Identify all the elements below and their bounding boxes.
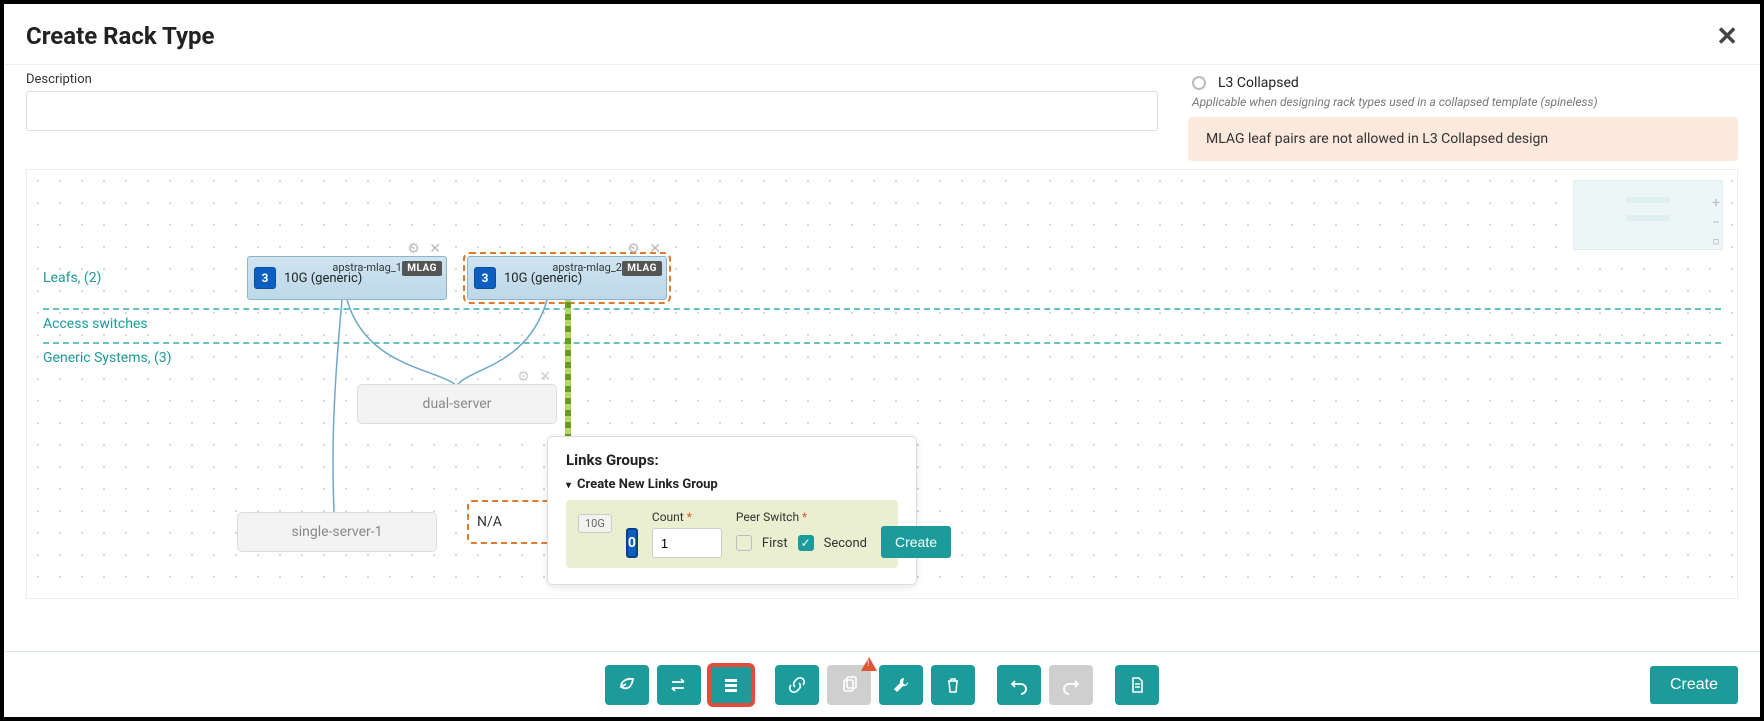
generic-na: N/A — [477, 514, 502, 530]
copy-button — [827, 665, 871, 705]
peer-first-label: First — [762, 536, 788, 551]
leaf-node[interactable]: ⚙ ✕ 3 10G (generic) apstra-mlag_2 MLAG — [467, 256, 667, 300]
design-alert: MLAG leaf pairs are not allowed in L3 Co… — [1188, 117, 1738, 161]
leaf-tool-button[interactable] — [605, 665, 649, 705]
leafs-section-label: Leafs, (2) — [43, 270, 101, 286]
port-count-badge: 3 — [474, 267, 496, 289]
zoom-out-icon[interactable]: − — [1707, 215, 1725, 231]
link-icon-button[interactable] — [775, 665, 819, 705]
port-count-badge: 3 — [254, 267, 276, 289]
create-links-group-toggle[interactable]: Create New Links Group — [566, 477, 898, 492]
generic-system-node[interactable]: ⚙ ✕ dual-server — [357, 384, 557, 424]
zoom-in-icon[interactable]: + — [1707, 195, 1725, 211]
peer-first-checkbox[interactable] — [736, 535, 752, 551]
description-label: Description — [26, 72, 92, 87]
minimap[interactable]: + − ⸋ — [1573, 180, 1723, 250]
popover-title: Links Groups: — [566, 451, 898, 469]
access-section-label: Access switches — [43, 316, 148, 332]
peer-switch-label: Peer Switch — [736, 510, 799, 524]
generic-system-label: dual-server — [423, 396, 492, 412]
undo-button[interactable] — [997, 665, 1041, 705]
peer-second-checkbox[interactable]: ✓ — [798, 535, 814, 551]
warning-icon — [861, 657, 877, 671]
generic-system-node[interactable]: single-server-1 — [237, 512, 437, 552]
link-count-badge: 0 — [626, 528, 638, 558]
links-tool-button[interactable] — [709, 665, 753, 705]
l3-hint: Applicable when designing rack types use… — [1192, 95, 1738, 109]
l3-collapsed-label: L3 Collapsed — [1218, 75, 1299, 91]
count-input[interactable] — [652, 528, 722, 558]
close-icon[interactable]: ✕ — [1716, 22, 1738, 52]
redo-button — [1049, 665, 1093, 705]
generic-section-label: Generic Systems, (3) — [43, 350, 172, 366]
create-button[interactable]: Create — [1650, 666, 1738, 704]
node-actions-icon[interactable]: ⚙ ✕ — [517, 369, 554, 385]
leaf-node[interactable]: ⚙ ✕ 3 10G (generic) apstra-mlag_1 MLAG — [247, 256, 447, 300]
divider — [43, 342, 1721, 344]
bottom-toolbar: Create — [4, 651, 1760, 717]
wrench-button[interactable] — [879, 665, 923, 705]
divider — [43, 308, 1721, 310]
generic-system-label: single-server-1 — [291, 524, 382, 540]
links-group-panel: 10G 0 Count * Peer Switch * First ✓ Seco… — [566, 500, 898, 568]
document-button[interactable] — [1115, 665, 1159, 705]
count-label: Count — [652, 510, 684, 524]
peer-second-label: Second — [824, 536, 867, 551]
l3-collapsed-radio[interactable] — [1192, 76, 1206, 90]
swap-tool-button[interactable] — [657, 665, 701, 705]
speed-tag: 10G — [578, 514, 612, 533]
description-input[interactable] — [26, 91, 1158, 131]
delete-button[interactable] — [931, 665, 975, 705]
topology-canvas[interactable]: Leafs, (2) Access switches Generic Syste… — [26, 169, 1738, 599]
leaf-name: apstra-mlag_2 — [552, 261, 622, 274]
links-groups-popover: Links Groups: Create New Links Group 10G… — [547, 436, 917, 585]
leaf-name: apstra-mlag_1 — [332, 261, 402, 274]
mlag-badge: MLAG — [402, 261, 442, 276]
zoom-reset-icon[interactable]: ⸋ — [1707, 235, 1725, 254]
create-links-group-button[interactable]: Create — [881, 526, 951, 558]
node-actions-icon[interactable]: ⚙ ✕ — [627, 241, 664, 257]
link-line — [322, 298, 362, 518]
page-title: Create Rack Type — [26, 22, 215, 50]
node-actions-icon[interactable]: ⚙ ✕ — [407, 241, 444, 257]
mlag-badge: MLAG — [622, 261, 662, 276]
